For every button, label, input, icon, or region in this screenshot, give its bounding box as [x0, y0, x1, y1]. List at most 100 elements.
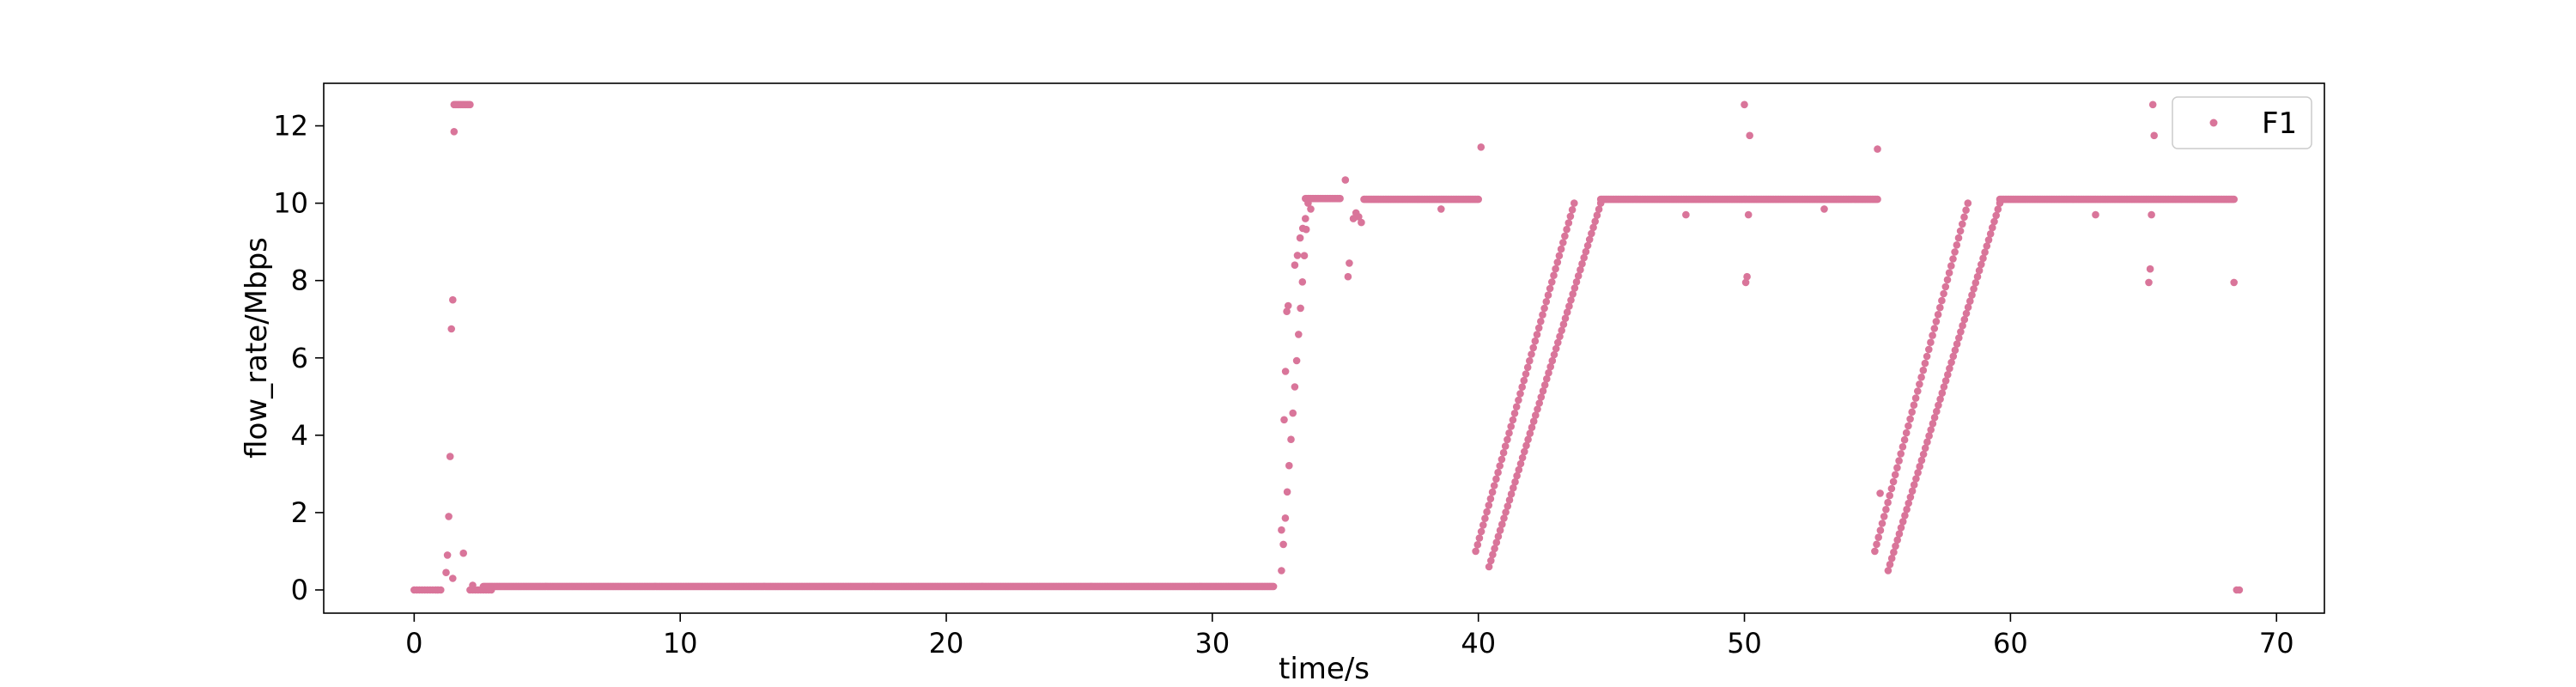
x-tick-label: 10: [663, 627, 698, 660]
data-point-f1: [1285, 461, 1293, 470]
data-point-f1: [1934, 311, 1942, 319]
data-point-f1: [1929, 420, 1937, 428]
data-point-f1: [1504, 435, 1511, 444]
data-point-f1: [1871, 547, 1879, 556]
data-point-f1: [443, 551, 452, 559]
data-point-f1: [1589, 223, 1597, 232]
data-point-f1: [1504, 502, 1512, 510]
data-point-f1: [1509, 416, 1517, 424]
data-point-f1: [1543, 374, 1551, 383]
data-point-f1: [2230, 195, 2238, 204]
data-point-f1: [1296, 234, 1304, 242]
data-point-f1: [1481, 514, 1489, 522]
data-point-f1: [1962, 309, 1971, 318]
data-point-f1: [1901, 512, 1909, 520]
plot-area-frame: [323, 82, 2325, 614]
data-point-f1: [1528, 423, 1536, 432]
data-point-f1: [1559, 239, 1567, 246]
x-tick-label: 40: [1461, 627, 1496, 660]
data-point-f1: [1505, 496, 1514, 504]
y-tick-label: 12: [273, 110, 308, 143]
data-point-f1: [1297, 304, 1304, 313]
data-point-f1: [1917, 374, 1925, 381]
data-point-f1: [1741, 278, 1750, 287]
data-point-f1: [449, 295, 457, 304]
data-point-f1: [1956, 227, 1965, 235]
data-point-f1: [1916, 462, 1923, 471]
data-point-f1: [1596, 199, 1605, 207]
data-point-f1: [1539, 311, 1546, 319]
data-point-f1: [1542, 298, 1551, 306]
data-point-f1: [1524, 435, 1532, 444]
data-point-f1: [1912, 475, 1920, 483]
data-point-f1: [1578, 259, 1586, 268]
data-point-f1: [1930, 325, 1939, 332]
data-point-f1: [1555, 252, 1564, 260]
data-point-f1: [1567, 296, 1575, 304]
data-point-f1: [1910, 481, 1918, 489]
data-point-f1: [1949, 255, 1957, 263]
data-point-f1: [1571, 284, 1579, 292]
data-point-f1: [2150, 131, 2158, 140]
data-point-f1: [2146, 264, 2154, 273]
data-point-f1: [1994, 205, 2002, 213]
data-point-f1: [1895, 457, 1903, 465]
data-point-f1: [1936, 395, 1944, 404]
data-point-f1: [1513, 471, 1521, 480]
data-point-f1: [1490, 482, 1498, 489]
data-point-f1: [1743, 272, 1751, 281]
data-point-f1: [446, 453, 454, 460]
data-point-f1: [1563, 225, 1571, 234]
data-point-f1: [1515, 396, 1522, 404]
data-point-f1: [1908, 487, 1917, 495]
data-point-f1: [1528, 350, 1535, 358]
data-point-f1: [1535, 399, 1543, 407]
data-points-layer: [410, 100, 2244, 594]
y-tick-label: 0: [291, 574, 308, 606]
data-point-f1: [1520, 376, 1528, 385]
data-point-f1: [1890, 548, 1898, 556]
data-point-f1: [1293, 252, 1302, 259]
data-point-f1: [1336, 194, 1344, 203]
data-point-f1: [1280, 416, 1288, 424]
data-point-f1: [1546, 362, 1554, 371]
data-point-f1: [1523, 363, 1532, 372]
data-point-f1: [1284, 301, 1292, 310]
data-point-f1: [1571, 199, 1578, 207]
data-point-f1: [1921, 359, 1929, 368]
data-point-f1: [1583, 241, 1592, 250]
data-point-f1: [1895, 530, 1904, 538]
data-point-f1: [1882, 506, 1890, 514]
data-point-f1: [1886, 561, 1894, 568]
data-point-f1: [1477, 143, 1485, 151]
data-point-f1: [1873, 540, 1880, 549]
data-point-f1: [1531, 337, 1540, 345]
data-point-f1: [1964, 303, 1972, 312]
y-tick-label: 2: [291, 496, 308, 529]
data-point-f1: [1548, 356, 1557, 365]
data-point-f1: [1927, 426, 1935, 434]
data-point-f1: [1908, 408, 1916, 416]
data-point-f1: [1505, 429, 1513, 437]
data-point-f1: [1539, 387, 1547, 395]
data-point-f1: [1971, 279, 1980, 287]
data-point-f1: [1491, 544, 1498, 553]
data-point-f1: [445, 513, 453, 520]
data-point-f1: [1886, 491, 1893, 500]
data-point-f1: [1540, 381, 1549, 389]
data-point-f1: [1292, 356, 1301, 365]
data-point-f1: [1930, 413, 1939, 422]
data-point-f1: [2230, 278, 2238, 287]
data-point-f1: [1893, 536, 1901, 544]
data-point-f1: [1510, 410, 1519, 417]
data-point-f1: [1529, 417, 1538, 425]
data-point-f1: [1565, 302, 1573, 310]
data-point-f1: [1887, 554, 1896, 562]
data-point-f1: [1943, 276, 1952, 284]
data-point-f1: [1990, 217, 1998, 226]
data-point-f1: [1279, 540, 1287, 549]
data-point-f1: [1346, 259, 1353, 267]
data-point-f1: [1591, 217, 1599, 226]
data-point-f1: [1295, 331, 1303, 338]
data-point-f1: [1532, 411, 1540, 419]
